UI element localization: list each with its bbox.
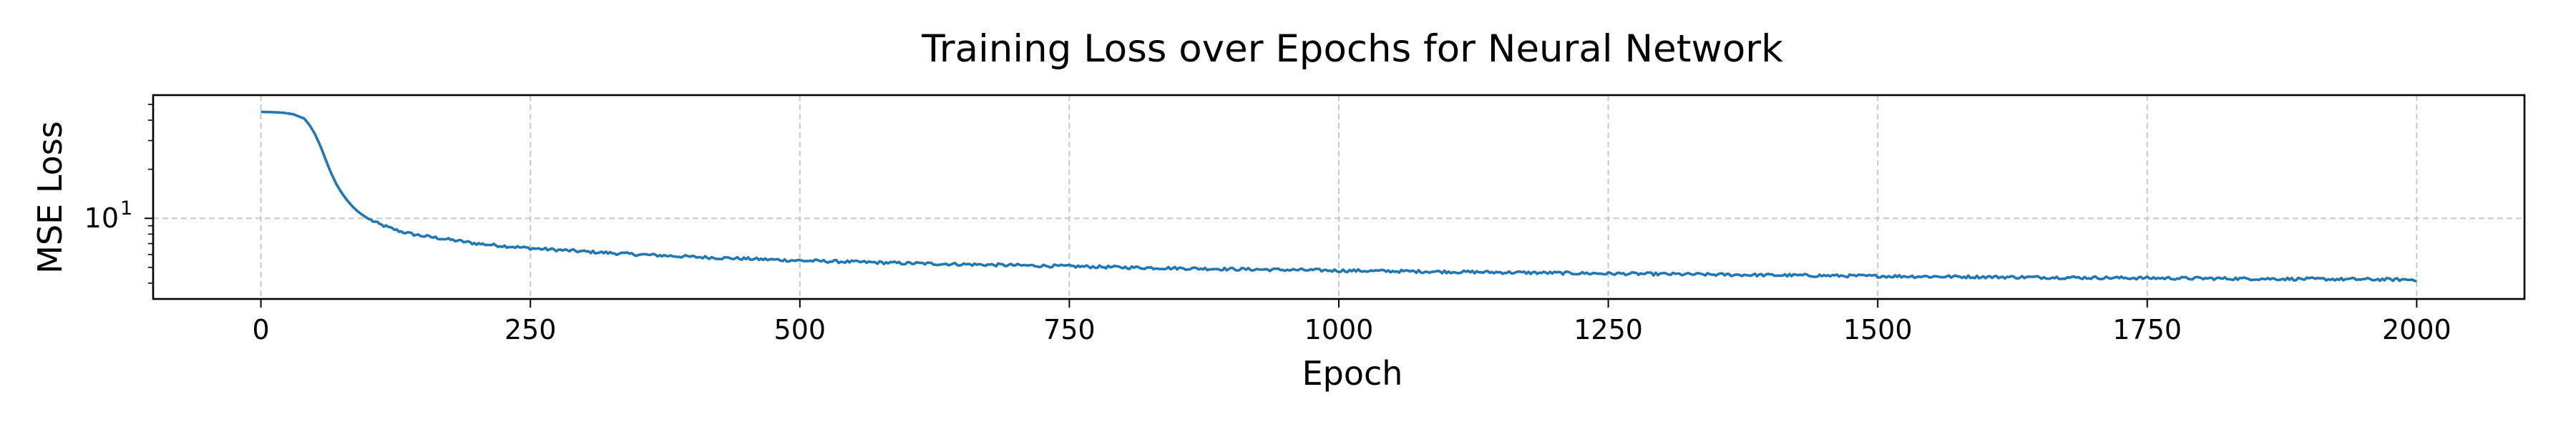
x-tick-label: 1250 — [1574, 314, 1643, 345]
tick-layer: 0 250 500 750 1000 1250 1500 1750 2000 10 1 — [84, 104, 2451, 345]
x-tick-label: 2000 — [2382, 314, 2451, 345]
line-layer — [260, 110, 2417, 283]
y-tick-label: 10 — [84, 202, 119, 234]
x-tick-label: 750 — [1043, 314, 1096, 345]
y-axis-label: MSE Loss — [31, 121, 69, 273]
x-tick-label: 1750 — [2112, 314, 2182, 345]
loss-series-line — [260, 110, 2417, 283]
x-tick-label: 1000 — [1304, 314, 1374, 345]
x-tick-label: 1500 — [1843, 314, 1913, 345]
y-tick-label-exponent: 1 — [120, 197, 132, 220]
grid-layer — [153, 95, 2524, 299]
x-tick-label: 500 — [774, 314, 826, 345]
x-tick-label: 0 — [253, 314, 270, 345]
x-tick-label: 250 — [504, 314, 557, 345]
chart-title: Training Loss over Epochs for Neural Net… — [921, 27, 1783, 71]
x-axis-label: Epoch — [1302, 354, 1403, 393]
